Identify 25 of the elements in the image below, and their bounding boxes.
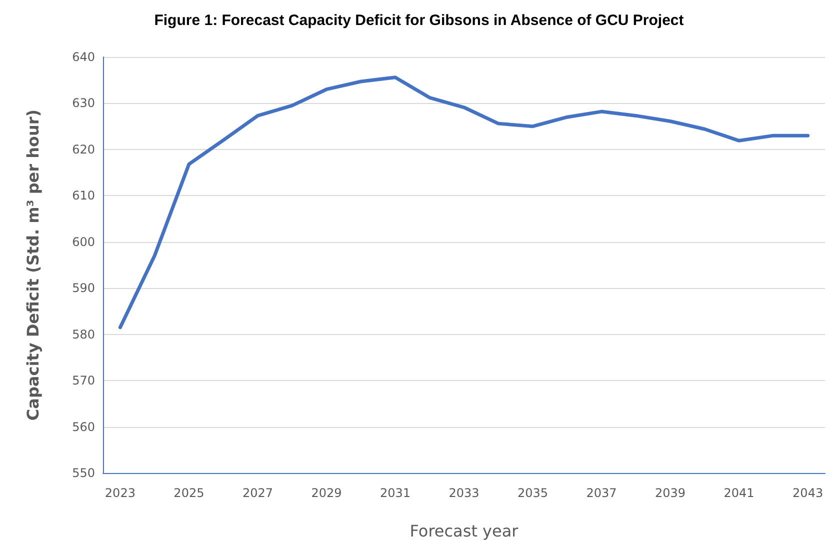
x-tick-label: 2039 — [655, 486, 686, 500]
y-tick-label: 630 — [72, 96, 95, 110]
x-tick-label: 2037 — [586, 486, 617, 500]
y-tick-label: 590 — [72, 281, 95, 296]
y-tick-label: 560 — [72, 420, 95, 434]
y-tick-label: 550 — [72, 466, 95, 480]
line-series — [118, 76, 810, 330]
x-tick-label: 2041 — [724, 486, 754, 500]
y-axis-title: Capacity Deficit (Std. m³ per hour) — [24, 109, 42, 421]
y-tick-label: 610 — [72, 188, 95, 203]
x-tick-label: 2025 — [174, 486, 204, 500]
y-tick-label: 620 — [72, 142, 95, 156]
x-axis-title: Forecast year — [410, 522, 519, 540]
y-tick-label: 640 — [72, 50, 95, 64]
y-tick-label: 600 — [72, 234, 95, 249]
y-tick-label: 580 — [72, 327, 95, 342]
x-tick-label: 2035 — [517, 486, 548, 500]
x-tick-label: 2023 — [104, 486, 136, 500]
y-tick-label: 570 — [72, 374, 95, 388]
chart-title: Figure 1: Forecast Capacity Deficit for Gibsons in Absence of GCU Project — [154, 12, 684, 29]
x-tick-label: 2033 — [448, 486, 480, 500]
x-tick-label: 2027 — [242, 486, 273, 500]
x-tick-label: 2043 — [792, 486, 824, 500]
x-tick-label: 2029 — [311, 486, 342, 500]
x-tick-label: 2031 — [380, 486, 411, 500]
